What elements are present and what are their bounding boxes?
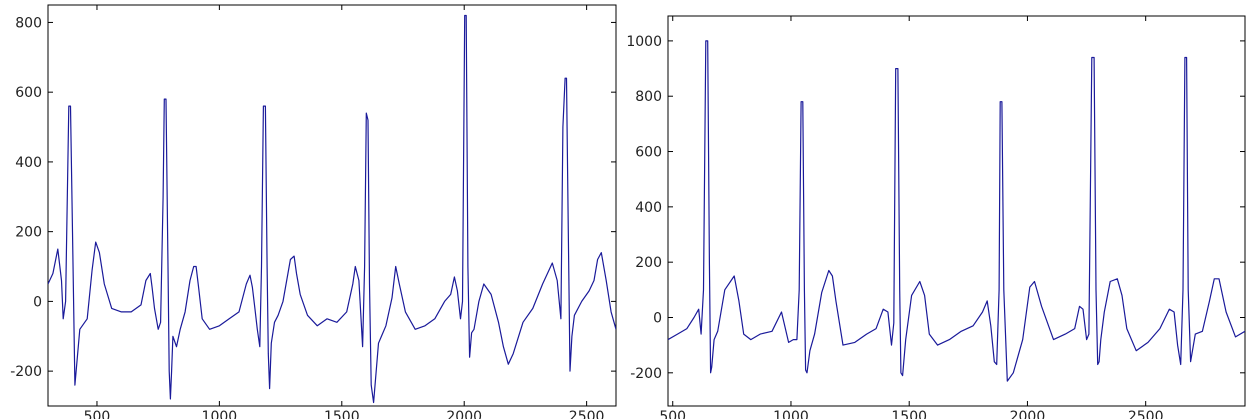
x-tick-label: 500 [84, 409, 111, 419]
y-tick-label: -200 [10, 364, 42, 380]
chart-right: 500 1000 1500 2000 2500 -200 0 200 400 600 800 1000 [626, 15, 1246, 419]
y-tick-label: -200 [630, 366, 662, 382]
x-tick-label: 2000 [1010, 409, 1046, 419]
plot-frame [47, 4, 617, 407]
y-tick-label: 200 [635, 255, 662, 271]
x-tick-label: 1500 [324, 409, 360, 419]
x-tick-label: 1500 [891, 409, 927, 419]
series-line [668, 40, 1245, 382]
y-tick-label: 0 [33, 294, 42, 310]
y-tick-label: 200 [15, 225, 42, 241]
x-tick-label: 2000 [446, 409, 482, 419]
x-tick-label: 2500 [1128, 409, 1164, 419]
y-tick-label: 0 [653, 310, 662, 326]
x-tick-label: 2500 [569, 409, 605, 419]
x-tick-label: 500 [659, 409, 686, 419]
y-tick-label: 600 [635, 145, 662, 161]
plot-frame [667, 15, 1246, 407]
y-tick-label: 400 [635, 200, 662, 216]
y-tick-label: 1000 [626, 34, 662, 50]
y-tick-label: 400 [15, 155, 42, 171]
x-tick-label: 1000 [773, 409, 809, 419]
y-tick-label: 800 [635, 89, 662, 105]
chart-left: 500 1000 1500 2000 2500 -200 0 200 400 600 800 [10, 4, 617, 419]
y-tick-label: 800 [15, 15, 42, 31]
series-line [48, 14, 616, 404]
x-tick-label: 1000 [202, 409, 238, 419]
y-tick-label: 600 [15, 85, 42, 101]
